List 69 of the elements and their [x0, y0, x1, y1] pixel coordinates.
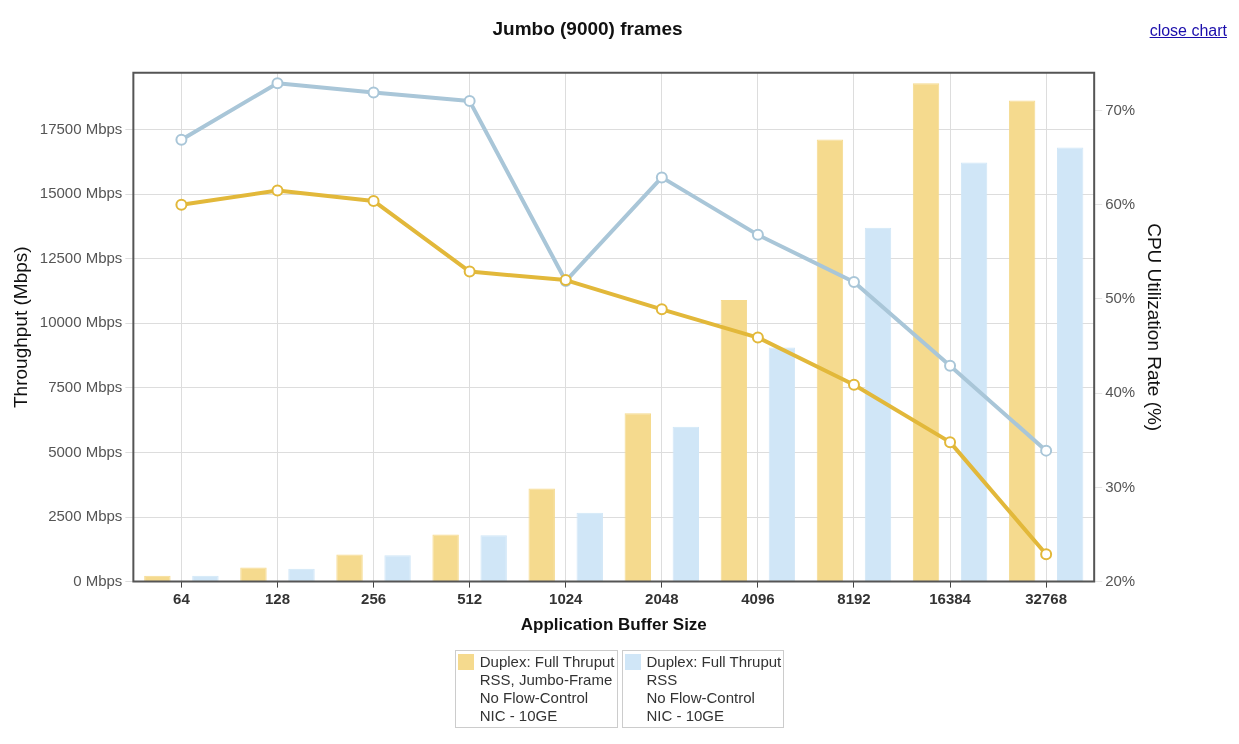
- x-tick-label: 2048: [645, 589, 679, 607]
- bar: [480, 535, 507, 582]
- point: [175, 133, 188, 146]
- x-axis-title: Application Buffer Size: [520, 615, 707, 635]
- point: [367, 194, 380, 207]
- point: [367, 86, 380, 99]
- bar: [624, 413, 651, 582]
- x-tick-label: 128: [264, 589, 290, 607]
- y-tick-label: 7500 Mbps: [48, 378, 123, 396]
- y2-tick-label: 60%: [1105, 194, 1136, 212]
- point: [655, 303, 668, 316]
- bar: [432, 534, 459, 582]
- point: [751, 228, 764, 241]
- bar: [816, 139, 844, 582]
- chart-title: Jumbo (9000) frames: [492, 17, 683, 39]
- y2-tick-label: 70%: [1105, 100, 1136, 118]
- point: [271, 77, 284, 90]
- x-tick-label: 64: [173, 589, 191, 607]
- point: [1040, 548, 1053, 561]
- point: [944, 359, 957, 372]
- y-tick-label: 12500 Mbps: [39, 248, 123, 266]
- point: [944, 436, 957, 449]
- bar: [1056, 147, 1084, 582]
- y-axis-title: Throughput (Mbps): [9, 246, 31, 408]
- bar: [240, 567, 267, 582]
- y-tick-label: 5000 Mbps: [48, 442, 123, 460]
- bar: [576, 512, 603, 582]
- bar: [912, 83, 940, 582]
- bar: [720, 300, 748, 582]
- point: [1040, 444, 1053, 457]
- bar: [192, 575, 219, 582]
- bar: [768, 347, 796, 582]
- y2-tick-label: 40%: [1105, 383, 1136, 401]
- bar: [384, 555, 411, 582]
- point: [175, 198, 188, 211]
- bar: [864, 227, 892, 582]
- y-tick-label: 17500 Mbps: [39, 119, 123, 137]
- point: [847, 378, 860, 391]
- legend-label: Duplex: Full Thruput RSS No Flow-Control NIC - 10GE: [646, 653, 782, 725]
- point: [271, 184, 284, 197]
- legend-label: Duplex: Full Thruput RSS, Jumbo-Frame No Flow-Control NIC - 10GE: [479, 653, 615, 725]
- x-tick-label: 512: [457, 589, 483, 607]
- y2-axis-title: CPU Utilization Rate (%): [1144, 223, 1166, 432]
- y2-tick-label: 20%: [1105, 571, 1136, 589]
- bar: [1008, 100, 1036, 582]
- y2-tick-label: 50%: [1105, 289, 1136, 307]
- x-tick-label: 1024: [549, 589, 584, 607]
- text: close chart: [1149, 22, 1227, 40]
- x-tick-label: 8192: [837, 589, 871, 607]
- point: [463, 265, 476, 278]
- bar: [288, 568, 315, 582]
- y-tick-label: 2500 Mbps: [48, 507, 123, 525]
- bar: [960, 162, 988, 582]
- x-tick-label: 256: [361, 589, 387, 607]
- x-tick-label: 32768: [1025, 589, 1067, 607]
- y2-tick-label: 30%: [1105, 477, 1136, 495]
- point: [655, 171, 668, 184]
- y-tick-label: 10000 Mbps: [39, 313, 123, 331]
- x-tick-label: 4096: [741, 589, 775, 607]
- bar: [672, 426, 700, 582]
- point: [751, 331, 764, 344]
- y-tick-label: 15000 Mbps: [39, 184, 123, 202]
- bar: [144, 575, 171, 582]
- point: [463, 95, 476, 108]
- bar: [528, 488, 555, 582]
- x-tick-label: 16384: [929, 589, 972, 607]
- bar: [336, 554, 363, 582]
- y-tick-label: 0 Mbps: [73, 571, 123, 589]
- point: [847, 275, 860, 288]
